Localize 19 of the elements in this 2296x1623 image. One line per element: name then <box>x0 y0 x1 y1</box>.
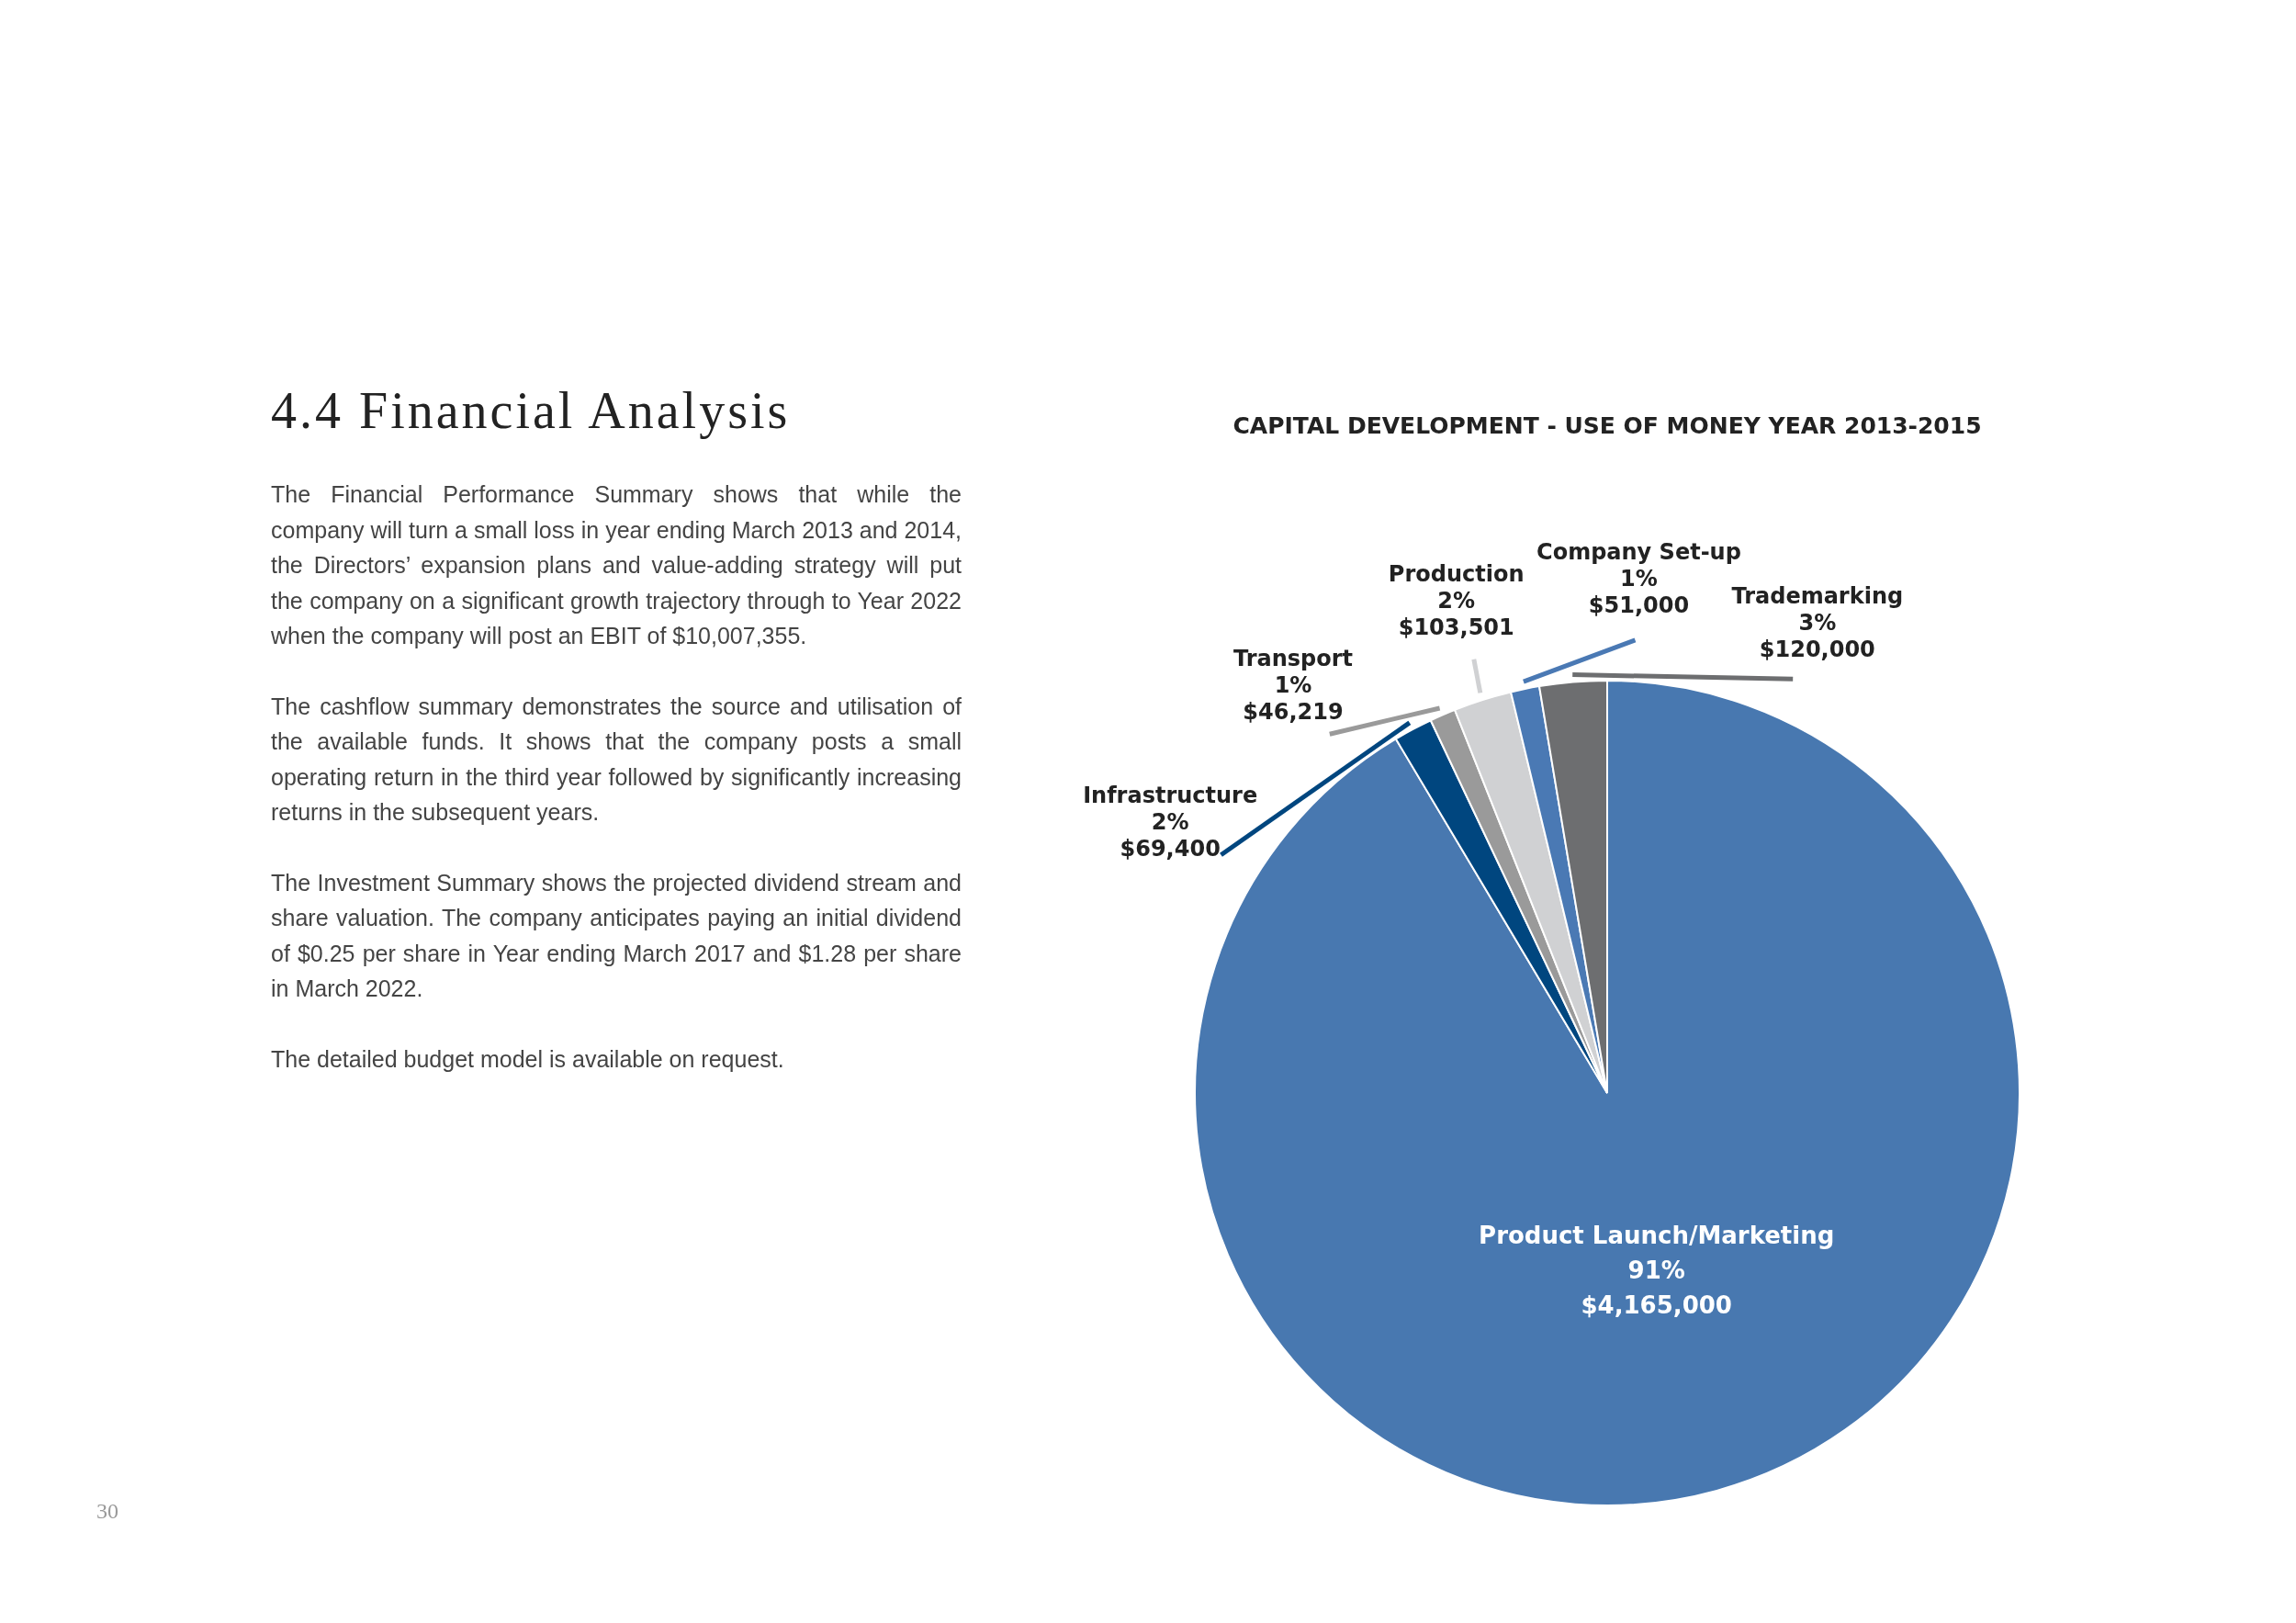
slice-label: Company Set-up <box>1536 539 1741 566</box>
data-label: 1% $46,219 <box>1243 672 1344 726</box>
text: The Investment Summary shows the projected dividend stream and share valuation. The company anticipates paying an initial dividend of $0.25 per share in Year ending March 2017 and $1.28 per share in March 2022. <box>271 868 962 1003</box>
slice-label: Production <box>1388 560 1525 587</box>
slice-label: Infrastructure <box>1083 782 1258 808</box>
text: The detailed budget model is available on request. <box>271 1044 785 1074</box>
chart-title: CAPITAL DEVELOPMENT - USE OF MONEY YEAR 2013-2015 <box>1232 411 1982 439</box>
text: The Financial Performance Summary shows that while the company will turn a small loss in year ending March 2013 and 2014, the Directors’ expansion plans and value-adding strategy will put the company on a significant growth trajectory through to Year 2022 when the company will post an EBIT of $10,007,355. <box>271 480 962 650</box>
data-label: 3% $120,000 <box>1759 610 1875 663</box>
slice-label: Product Launch/Marketing <box>1479 1221 1835 1249</box>
data-label: 1% $51,000 <box>1588 566 1690 619</box>
text: The cashflow summary demonstrates the source and utilisation of the available funds. It shows that the company posts a small operating return in the third year followed by significantly increasing returns in the subsequent years. <box>271 692 962 827</box>
data-label: 91% $4,165,000 <box>1581 1256 1732 1319</box>
text: 30 <box>96 1499 118 1524</box>
text: 4.4 Financial Analysis <box>271 381 792 440</box>
slice-label: Trademarking <box>1731 583 1904 610</box>
data-label: 2% $69,400 <box>1120 808 1221 862</box>
data-label: 2% $103,501 <box>1398 587 1514 640</box>
slice-label: Transport <box>1232 646 1354 672</box>
